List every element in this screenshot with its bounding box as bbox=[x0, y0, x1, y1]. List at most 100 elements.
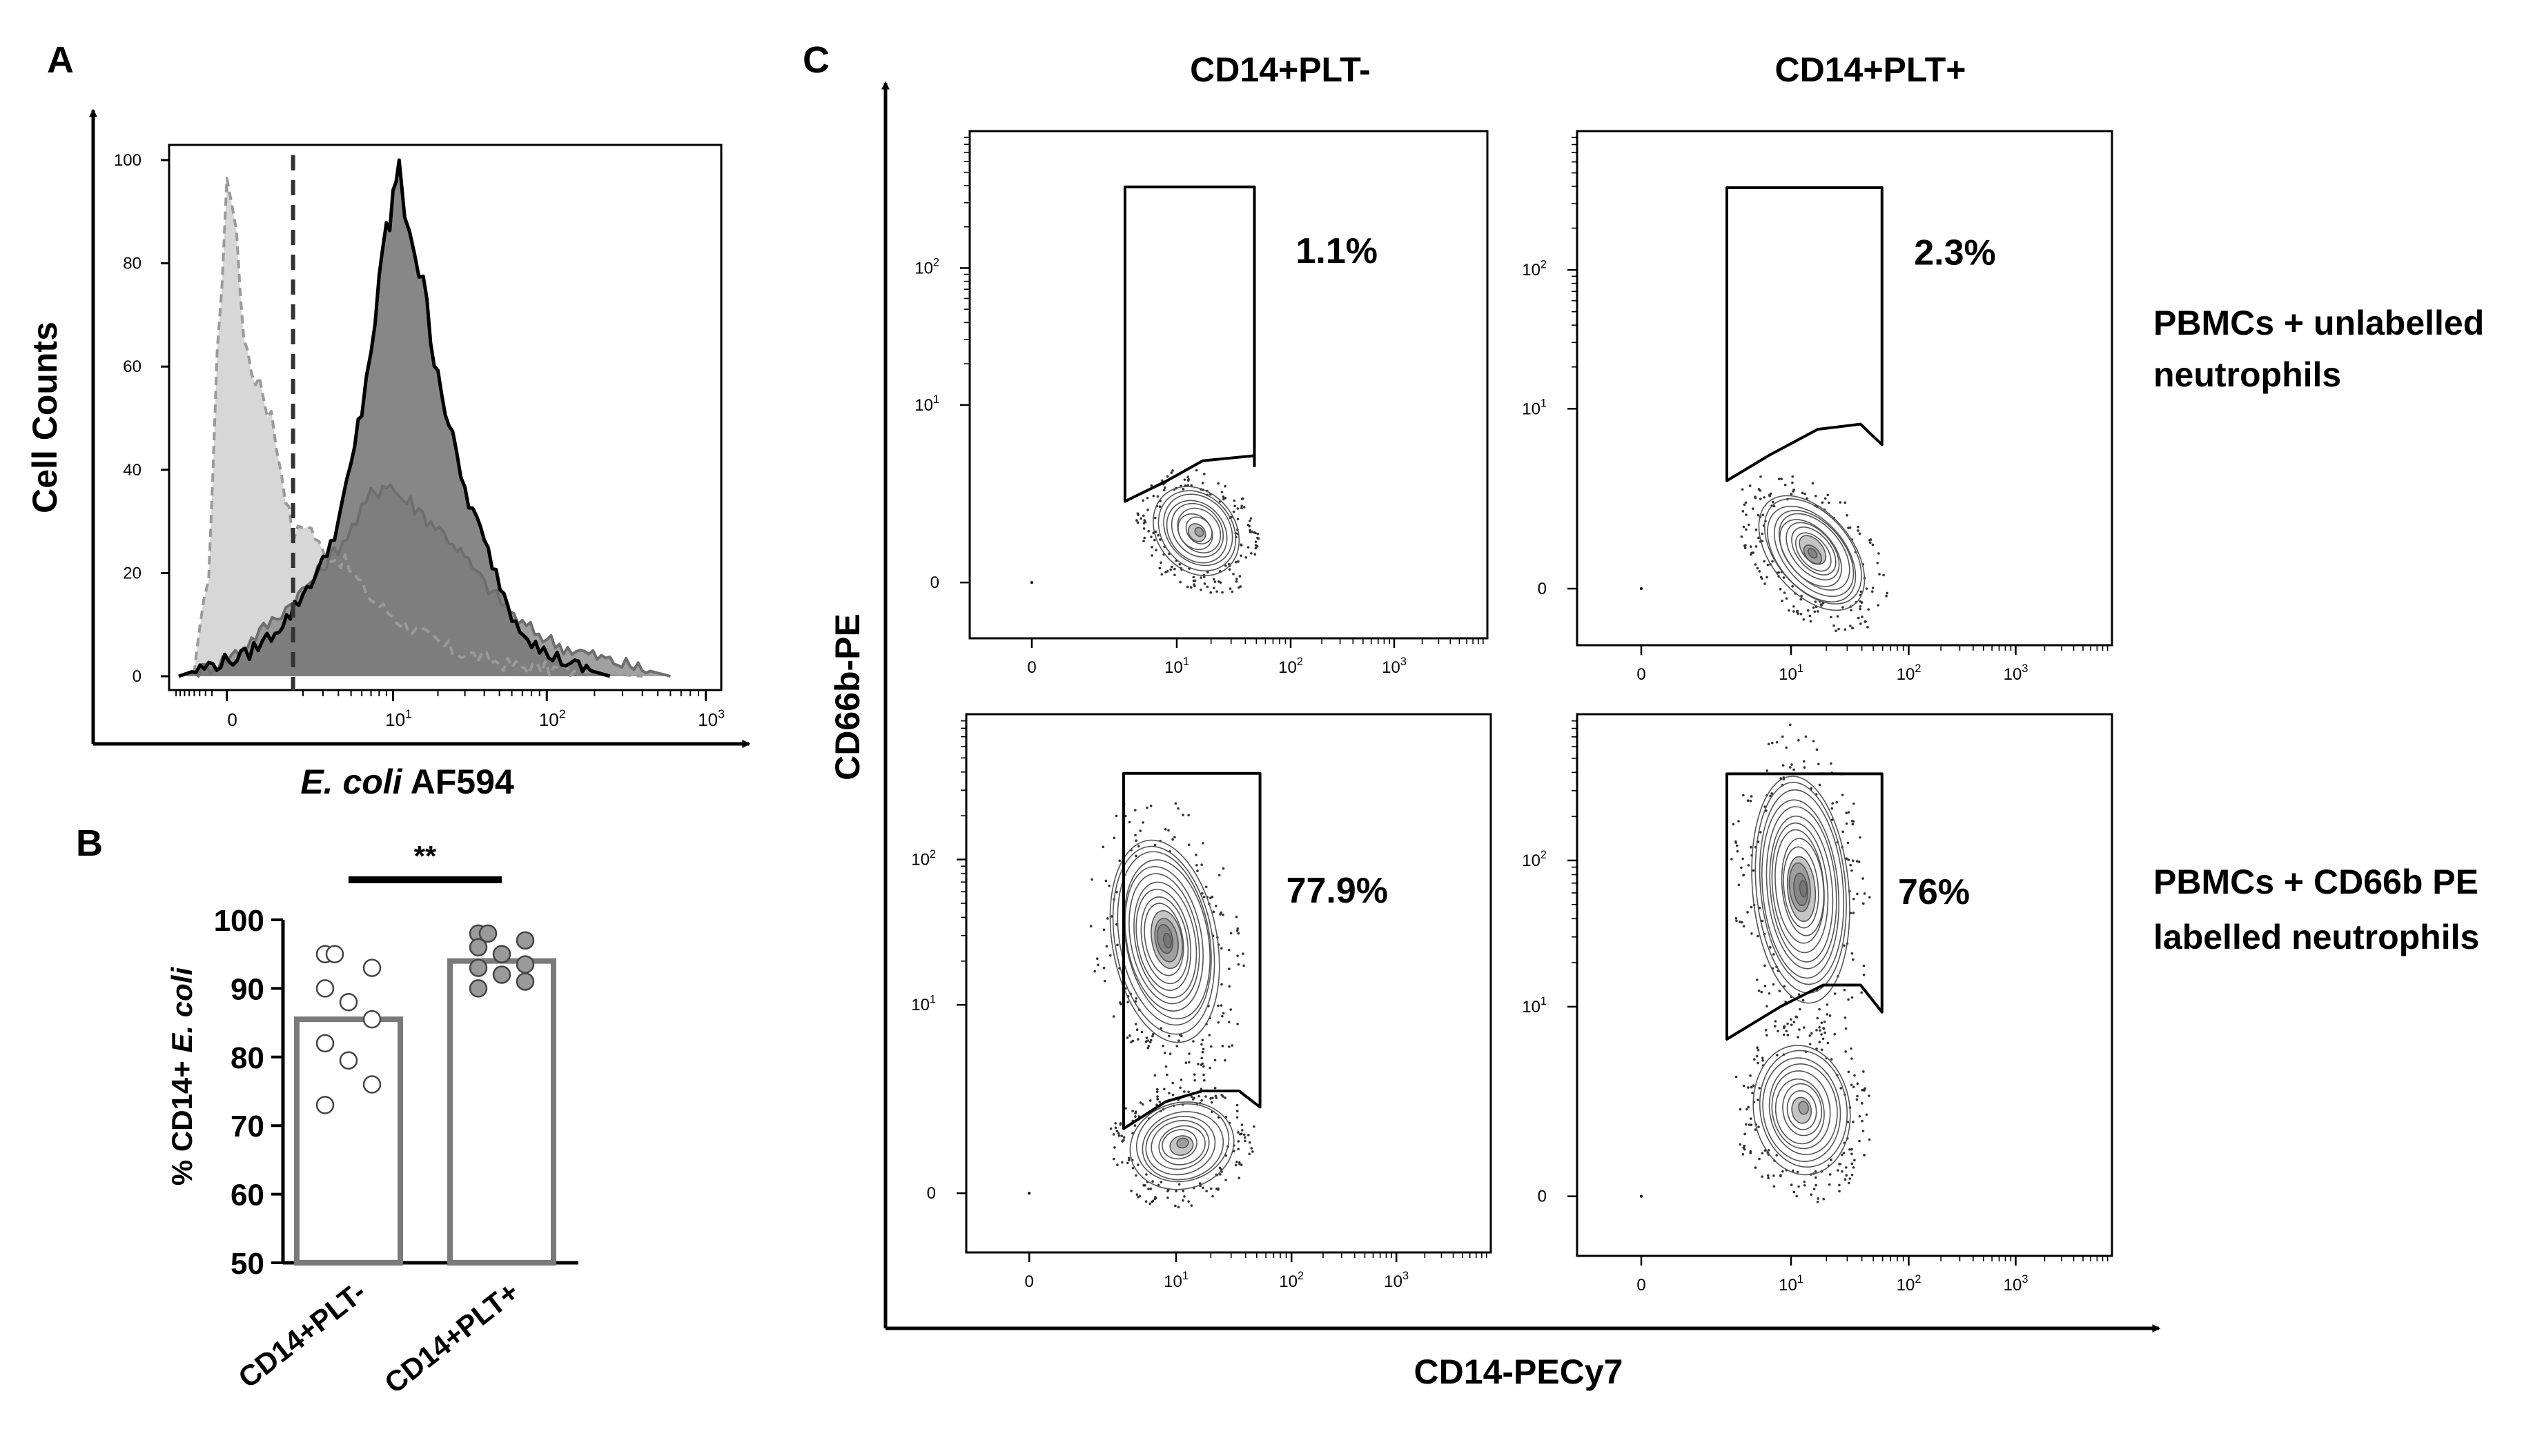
event-dot bbox=[1749, 1117, 1752, 1120]
event-dot bbox=[1868, 541, 1872, 544]
event-dot bbox=[1758, 1087, 1761, 1090]
event-dot bbox=[1795, 1194, 1798, 1198]
event-dot bbox=[1219, 913, 1222, 916]
event-dot bbox=[1832, 624, 1835, 627]
event-dot bbox=[1751, 1092, 1754, 1094]
event-dot bbox=[1187, 1090, 1190, 1094]
event-dot bbox=[1205, 1190, 1208, 1192]
event-dot bbox=[1772, 983, 1775, 986]
event-dot bbox=[1158, 567, 1162, 570]
event-dot bbox=[1155, 1090, 1159, 1093]
x-tick-label: 102 bbox=[1279, 1270, 1304, 1291]
histogram-line-3 bbox=[178, 158, 611, 678]
event-dot bbox=[1861, 1119, 1864, 1123]
event-dot bbox=[1112, 1015, 1115, 1018]
event-dot bbox=[1146, 1046, 1150, 1050]
event-dot bbox=[1160, 561, 1162, 564]
event-dot bbox=[1767, 1149, 1770, 1152]
event-dot bbox=[1797, 993, 1801, 996]
event-dot bbox=[1189, 586, 1193, 589]
event-dot bbox=[1752, 1084, 1755, 1087]
event-dot bbox=[1790, 493, 1793, 495]
event-dot bbox=[1812, 606, 1815, 609]
event-dot bbox=[1850, 1083, 1853, 1086]
panel-b-bars bbox=[294, 958, 556, 1266]
event-dot bbox=[1126, 1001, 1129, 1004]
event-dot bbox=[1136, 521, 1140, 524]
y-tick-label: 70 bbox=[231, 1110, 264, 1143]
event-dot bbox=[1151, 546, 1153, 549]
event-dot bbox=[1757, 513, 1760, 517]
event-dot bbox=[1236, 518, 1240, 521]
event-dot bbox=[1747, 1105, 1750, 1109]
event-dot bbox=[1193, 1073, 1196, 1076]
event-dot bbox=[1763, 985, 1767, 987]
event-dot bbox=[1222, 1012, 1225, 1015]
contour bbox=[1783, 846, 1819, 929]
event-dot bbox=[1237, 560, 1240, 563]
event-dot bbox=[1120, 1134, 1123, 1137]
event-dot bbox=[1741, 1152, 1745, 1156]
event-dot bbox=[1143, 536, 1146, 540]
event-dot bbox=[1767, 1177, 1770, 1180]
event-dot bbox=[1222, 914, 1224, 916]
event-dot bbox=[1779, 587, 1782, 591]
panel-c-letter: C bbox=[803, 39, 830, 81]
event-dot bbox=[1761, 1152, 1764, 1154]
event-dot bbox=[1121, 1140, 1124, 1143]
event-dot bbox=[1742, 874, 1745, 877]
event-dot bbox=[1823, 497, 1827, 500]
event-dot bbox=[1168, 1034, 1171, 1038]
data-point bbox=[516, 972, 535, 991]
event-dot bbox=[1135, 997, 1138, 1000]
event-dot bbox=[1211, 1096, 1214, 1099]
event-dot bbox=[1843, 988, 1846, 992]
event-dot bbox=[1640, 587, 1643, 591]
event-dot bbox=[1754, 496, 1757, 500]
event-dot bbox=[1799, 1007, 1801, 1011]
event-dot bbox=[1162, 1044, 1164, 1047]
event-dot bbox=[1862, 902, 1865, 905]
event-dot bbox=[1213, 1087, 1217, 1090]
event-dot bbox=[1752, 1058, 1756, 1061]
event-dot bbox=[1215, 905, 1217, 907]
event-dot bbox=[1151, 1200, 1153, 1203]
event-dot bbox=[1142, 522, 1146, 525]
event-dot bbox=[1108, 884, 1111, 887]
event-dot bbox=[1201, 892, 1204, 895]
event-dot bbox=[1148, 1202, 1151, 1206]
event-dot bbox=[1248, 1152, 1251, 1156]
event-dot bbox=[1222, 867, 1225, 870]
event-dot bbox=[1754, 528, 1758, 531]
contour bbox=[1751, 776, 1850, 1004]
event-dot bbox=[1160, 1181, 1163, 1183]
event-dot bbox=[1148, 1041, 1152, 1044]
event-dot bbox=[1846, 841, 1850, 845]
event-dot bbox=[1166, 475, 1169, 478]
event-dot bbox=[1748, 1123, 1751, 1126]
event-dot bbox=[1851, 859, 1855, 863]
event-dot bbox=[1810, 1193, 1813, 1196]
panel-a: A 0 20 40 60 80 100 0 101 102 103 Cell Counts E.… bbox=[26, 39, 751, 801]
event-dot bbox=[1249, 529, 1251, 532]
event-dot bbox=[1797, 738, 1800, 742]
event-dot bbox=[1239, 585, 1242, 588]
event-dot bbox=[1202, 1047, 1205, 1051]
event-dot bbox=[1151, 554, 1153, 557]
event-dot bbox=[1823, 1031, 1826, 1034]
event-dot bbox=[1170, 471, 1173, 474]
event-dot bbox=[1812, 1188, 1816, 1190]
event-dot bbox=[1217, 1188, 1220, 1191]
event-dot bbox=[1850, 1057, 1853, 1060]
event-dot bbox=[1848, 1148, 1851, 1151]
event-dot bbox=[1850, 952, 1854, 955]
event-dot bbox=[1192, 1040, 1195, 1043]
event-dot bbox=[1202, 896, 1206, 898]
event-dot bbox=[1770, 741, 1774, 745]
event-dot bbox=[1122, 1136, 1126, 1139]
event-dot bbox=[1849, 624, 1852, 627]
event-dot bbox=[1137, 845, 1140, 848]
contour bbox=[1151, 1120, 1210, 1170]
event-dot bbox=[1236, 954, 1239, 957]
event-dot bbox=[1257, 537, 1260, 540]
